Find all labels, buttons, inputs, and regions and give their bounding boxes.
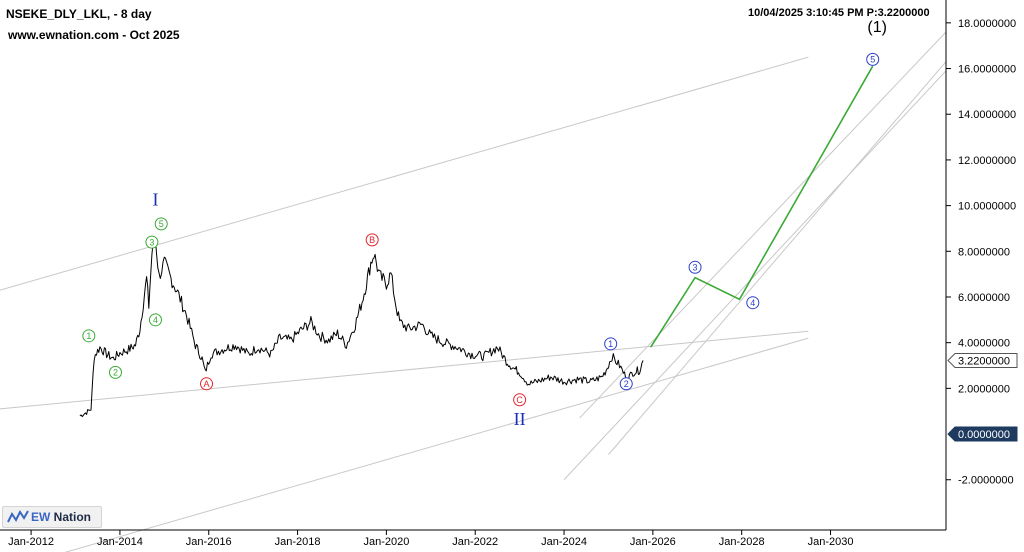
wave-label-circle xyxy=(365,233,379,247)
channel-line-1 xyxy=(0,56,809,291)
degree-label: (1) xyxy=(867,19,887,36)
wave-label-text: 3 xyxy=(693,262,698,272)
wave-label-text: B xyxy=(369,235,375,245)
last-price-label: 3.2200000 xyxy=(958,355,1010,367)
x-tick-label: Jan-2014 xyxy=(97,536,143,548)
ew-nation-logo: EW Nation xyxy=(2,506,102,528)
zero-line-label: 0.0000000 xyxy=(958,429,1010,441)
degree-label: I xyxy=(152,190,158,210)
x-tick-label: Jan-2030 xyxy=(808,536,854,548)
wave-label-circle xyxy=(154,217,168,231)
x-tick-label: Jan-2028 xyxy=(719,536,765,548)
wave-label-text: 1 xyxy=(608,339,613,349)
wave-label-circle xyxy=(148,313,162,327)
wave-label-circle xyxy=(513,393,527,407)
projection-line xyxy=(650,65,874,348)
wave-label-text: 2 xyxy=(113,368,118,378)
y-tick-label: 8.0000000 xyxy=(958,246,1010,258)
wave-label-text: 5 xyxy=(159,219,164,229)
logo-prefix: EW xyxy=(31,510,51,524)
wave-label-circle xyxy=(108,365,122,379)
x-tick-label: Jan-2018 xyxy=(275,536,321,548)
wave-label-circle xyxy=(200,377,214,391)
site-caption: www.ewnation.com - Oct 2025 xyxy=(8,28,180,42)
wave-label-text: C xyxy=(516,395,523,405)
wave-label-circle xyxy=(746,296,760,310)
projection-series xyxy=(650,65,874,348)
x-tick-label: Jan-2012 xyxy=(8,536,54,548)
y-tick-label: -2.0000000 xyxy=(958,475,1014,487)
degree-label: II xyxy=(514,409,526,429)
y-tick-label: 12.0000000 xyxy=(958,155,1016,167)
wave-label-text: 4 xyxy=(153,315,158,325)
channel-line-5 xyxy=(563,70,947,481)
x-tick-label: Jan-2024 xyxy=(541,536,587,548)
wave-label-circle xyxy=(145,235,159,249)
x-tick-label: Jan-2022 xyxy=(452,536,498,548)
wave-label-text: 1 xyxy=(86,331,91,341)
y-tick-label: 18.0000000 xyxy=(958,18,1016,30)
y-tick-label: 6.0000000 xyxy=(958,292,1010,304)
channel-lines xyxy=(0,31,947,552)
channel-line-2 xyxy=(0,330,809,410)
x-tick-label: Jan-2016 xyxy=(186,536,232,548)
wave-label-circle xyxy=(866,52,880,66)
logo-suffix: Nation xyxy=(50,510,92,524)
y-tick-label: 14.0000000 xyxy=(958,109,1016,121)
timestamp-price: 10/04/2025 3:10:45 PM P:3.2200000 xyxy=(748,7,930,19)
wave-label-text: 5 xyxy=(870,55,875,65)
wave-label-text: 2 xyxy=(624,379,629,389)
x-tick-label: Jan-2026 xyxy=(630,536,676,548)
channel-line-4 xyxy=(579,31,947,419)
last-price-box xyxy=(947,352,1018,368)
wave-label-text: A xyxy=(204,379,210,389)
price-line xyxy=(79,238,644,418)
channel-line-3 xyxy=(64,337,809,552)
logo-wordmark: EW Nation xyxy=(31,510,91,524)
zero-line-box xyxy=(947,426,1018,442)
wave-label-text: 4 xyxy=(750,298,755,308)
x-tick-label: Jan-2020 xyxy=(363,536,409,548)
y-tick-label: 10.0000000 xyxy=(958,201,1016,213)
y-tick-label: 2.0000000 xyxy=(958,383,1010,395)
price-series xyxy=(79,238,644,418)
wave-label-circle xyxy=(82,329,96,343)
wave-label-text: 3 xyxy=(149,237,154,247)
y-tick-label: 4.0000000 xyxy=(958,338,1010,350)
channel-line-6 xyxy=(608,61,947,455)
logo-wave-icon xyxy=(7,510,29,523)
wave-label-circle xyxy=(604,337,618,351)
y-tick-label: 16.0000000 xyxy=(958,64,1016,76)
wave-label-circle xyxy=(688,260,702,274)
symbol-title: NSEKE_DLY_LKL, - 8 day xyxy=(6,7,152,21)
wave-label-circle xyxy=(619,377,633,391)
